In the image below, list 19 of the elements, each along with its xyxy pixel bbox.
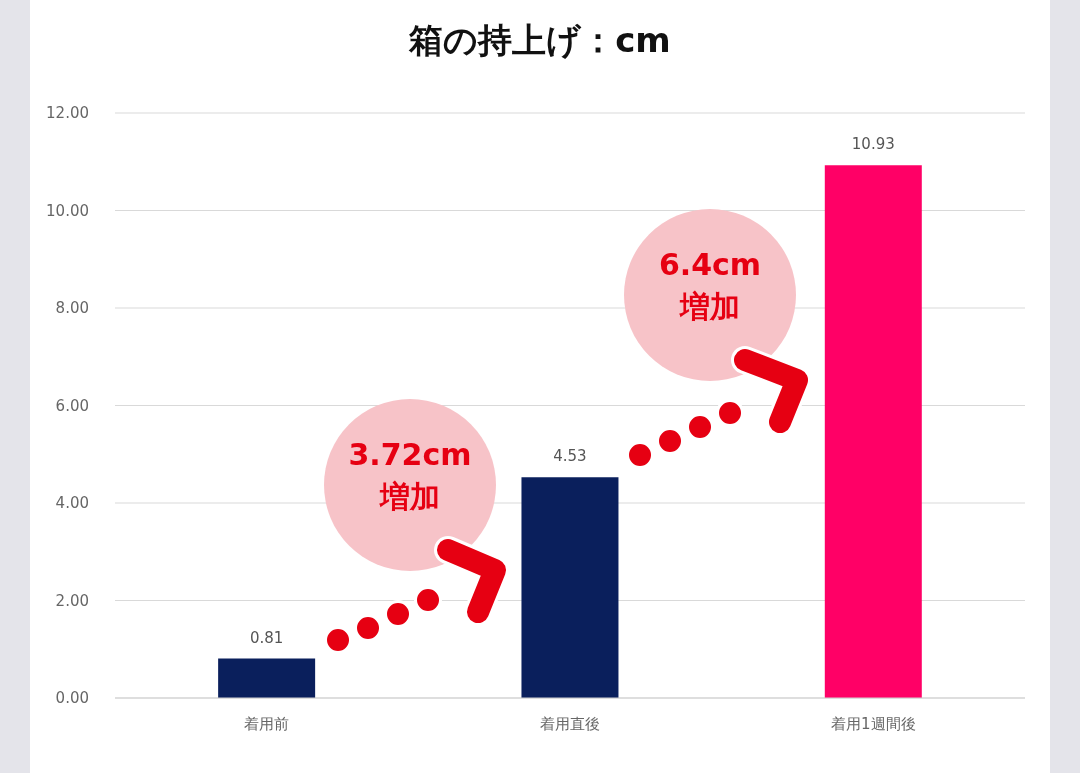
y-tick-label: 2.00: [55, 591, 89, 610]
data-label: 10.93: [851, 135, 895, 154]
x-tick-label: 着用前: [244, 714, 290, 733]
x-tick-label: 着用直後: [540, 714, 600, 733]
y-tick-label: 4.00: [55, 494, 89, 513]
data-label: 0.81: [249, 628, 284, 647]
chart-title: 箱の持上げ：cm: [408, 19, 672, 62]
y-tick-label: 0.00: [55, 689, 89, 708]
bar: [218, 658, 316, 698]
y-tick-label: 12.00: [46, 104, 89, 123]
data-label: 4.53: [553, 447, 587, 466]
bar: [824, 165, 922, 698]
y-tick-label: 6.00: [55, 396, 89, 415]
x-tick-label: 着用1週間後: [831, 714, 916, 733]
annotation: 6.4cm 増加: [658, 247, 762, 324]
annotation: 3.72cm 増加: [348, 437, 472, 514]
y-tick-label: 8.00: [55, 299, 89, 318]
bar: [521, 477, 619, 698]
y-tick-label: 10.00: [46, 201, 89, 220]
